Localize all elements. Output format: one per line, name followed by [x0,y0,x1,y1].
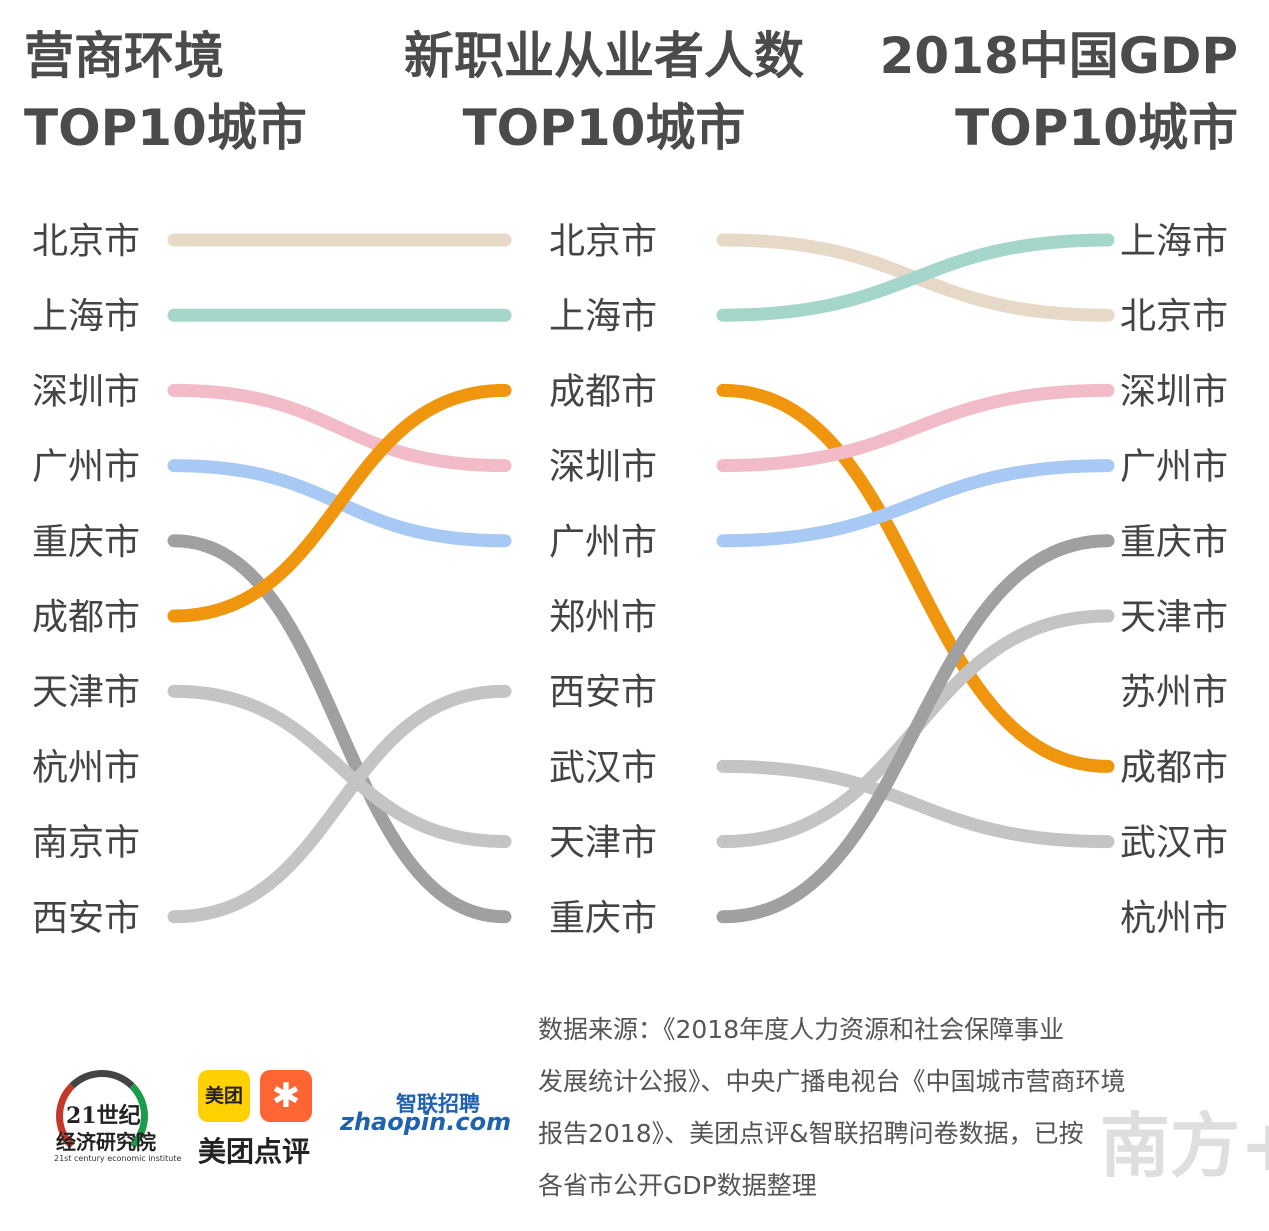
century21-line1: 21世纪 [66,1103,141,1129]
dianping-badge-icon: ✱ [260,1070,312,1122]
link-a-7 [167,684,512,849]
city-label-col2-rank8: 武汉市 [549,747,657,788]
city-label-col1-rank2: 上海市 [32,296,140,337]
city-label-col2-rank9: 天津市 [549,823,657,864]
city-label-col2-rank5: 广州市 [549,522,657,563]
link-b-6 [716,759,1115,849]
century21-line2: 经济研究院 [56,1130,156,1154]
city-label-col3-rank3: 深圳市 [1120,371,1228,412]
city-label-col3-rank1: 上海市 [1120,221,1228,262]
link-a-6 [167,383,512,623]
title-mid-line1: 新职业从业者人数 [404,27,804,85]
source-line-2: 发展统计公报》、中央广播电视台《中国城市营商环境 [538,1067,1126,1096]
city-label-col2-rank4: 深圳市 [549,447,657,488]
city-label-col3-rank4: 广州市 [1120,447,1228,488]
title-left-line2: TOP10城市 [24,99,307,157]
link-b-2 [716,233,1115,322]
zhaopin-logo: 智联招聘 zhaopin.com [340,1088,511,1138]
city-label-col1-rank4: 广州市 [32,447,140,488]
century21-line3: 21st century economic institute [54,1154,182,1163]
zhaopin-en: zhaopin.com [340,1108,512,1136]
city-label-col1-rank9: 南京市 [32,823,140,864]
city-label-col3-rank7: 苏州市 [1120,672,1228,713]
title-gdp: 2018中国GDP TOP10城市 [870,20,1238,164]
meituan-logo: 美团 ✱ 美团点评 [198,1070,318,1168]
link-b-4 [716,383,1115,473]
meituan-badge: 美团 [198,1070,250,1122]
link-b-3 [716,383,1115,773]
meituan-name: 美团点评 [198,1135,311,1168]
city-label-col3-rank6: 天津市 [1120,597,1228,638]
city-label-col1-rank6: 成都市 [32,597,140,638]
title-right-line2: TOP10城市 [955,99,1238,157]
city-label-col1-rank1: 北京市 [32,221,140,262]
link-b-5 [716,459,1115,548]
city-label-col1-rank8: 杭州市 [32,747,140,788]
title-left-line1: 营商环境 [24,27,224,85]
city-label-col1-rank5: 重庆市 [32,522,140,563]
title-new-occupation: 新职业从业者人数 TOP10城市 [380,20,828,164]
city-label-col1-rank7: 天津市 [32,672,140,713]
data-source-note: 数据来源：《2018年度人力资源和社会保障事业 发展统计公报》、中央广播电视台《… [538,1004,1238,1212]
city-label-col2-rank6: 郑州市 [549,597,657,638]
city-label-col3-rank9: 武汉市 [1120,823,1228,864]
city-label-col3-rank2: 北京市 [1120,296,1228,337]
title-mid-line2: TOP10城市 [462,99,746,157]
link-a-8 [167,684,512,924]
city-labels: 北京市上海市深圳市广州市重庆市成都市天津市杭州市南京市西安市北京市上海市成都市深… [32,221,1228,939]
city-label-col1-rank3: 深圳市 [32,371,140,412]
century21-ring-icon [56,1070,148,1162]
source-line-3: 报告2018》、美团点评&智联招聘问卷数据，已按 [538,1119,1084,1148]
city-label-col2-rank10: 重庆市 [549,898,657,939]
link-b-8 [716,534,1115,924]
city-label-col3-rank10: 杭州市 [1120,898,1228,939]
source-line-4: 各省市公开GDP数据整理 [538,1171,817,1200]
city-label-col2-rank3: 成都市 [549,371,657,412]
link-a-5 [167,534,512,924]
link-a-3 [167,383,512,473]
title-business-environment: 营商环境 TOP10城市 [24,20,307,164]
city-label-col2-rank7: 西安市 [549,672,657,713]
city-label-col2-rank2: 上海市 [549,296,657,337]
title-right-line1: 2018中国GDP [879,27,1238,85]
city-label-col1-rank10: 西安市 [32,898,140,939]
city-label-col3-rank8: 成都市 [1120,747,1228,788]
nanfang-watermark: 南方+ [1100,1105,1269,1187]
source-line-1: 数据来源：《2018年度人力资源和社会保障事业 [538,1015,1065,1044]
zhaopin-cn: 智联招聘 [396,1092,480,1116]
city-label-col3-rank5: 重庆市 [1120,522,1228,563]
city-label-col2-rank1: 北京市 [549,221,657,262]
rank-links [167,233,1115,924]
century21-logo: 21世纪 经济研究院 21st century economic institu… [48,1070,181,1166]
